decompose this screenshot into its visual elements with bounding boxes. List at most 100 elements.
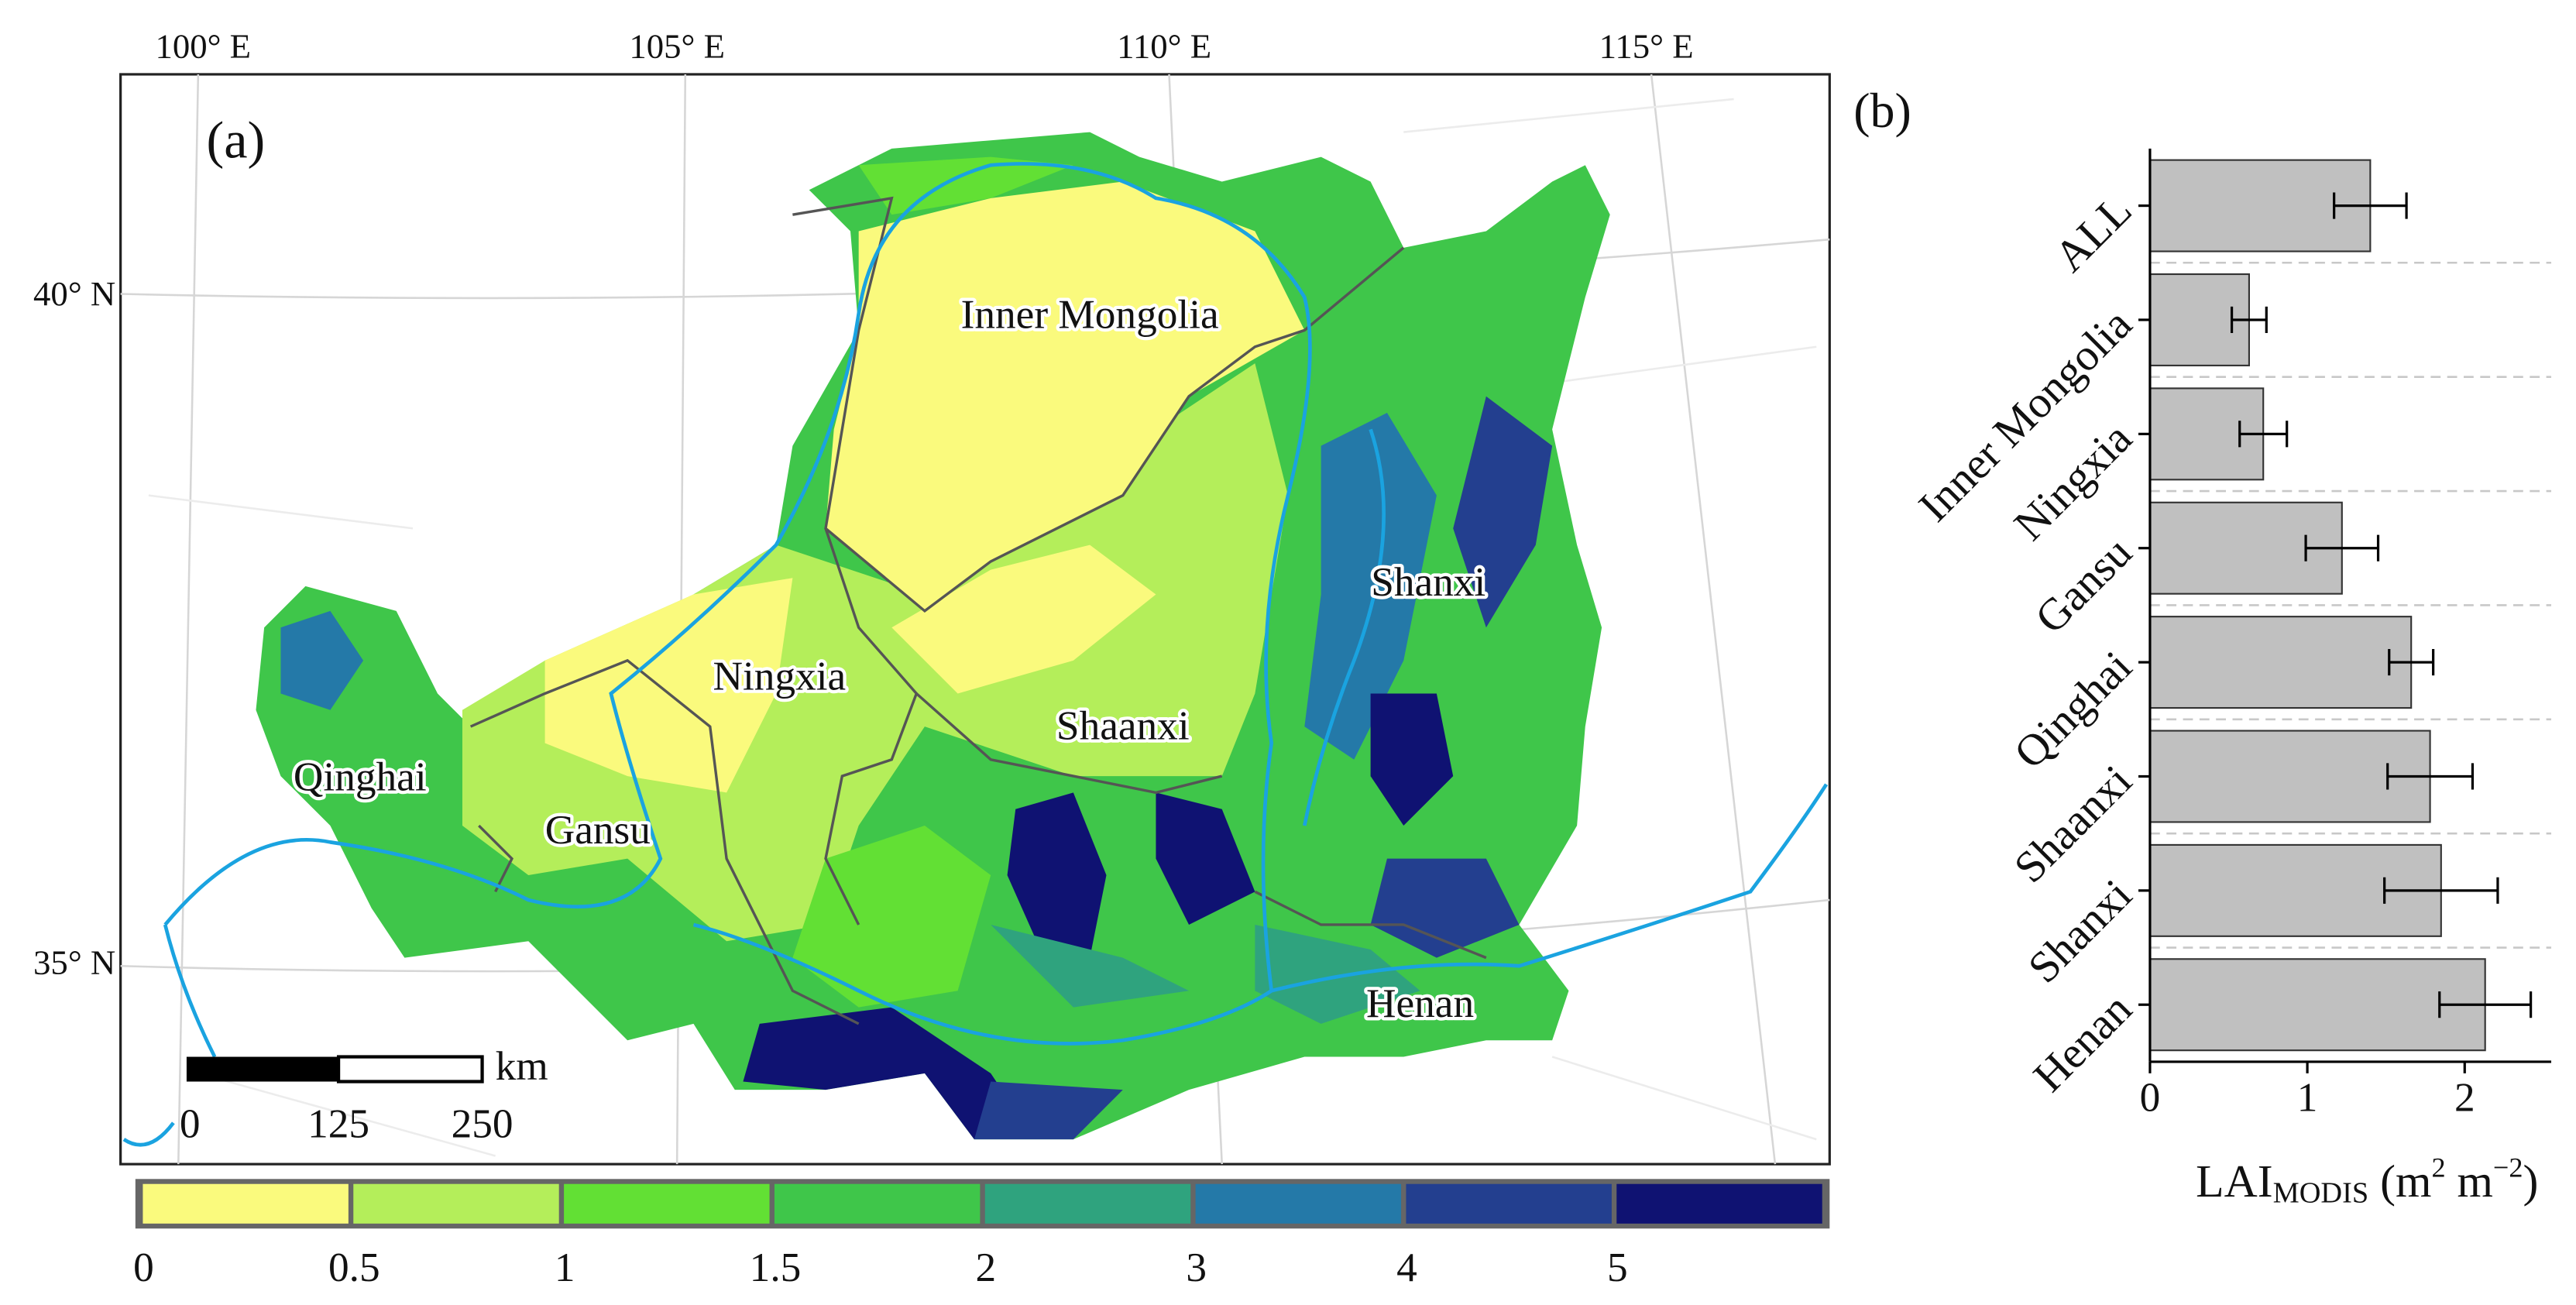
y-tick-label: ALL bbox=[2045, 186, 2142, 282]
colorbar-swatch bbox=[984, 1183, 1191, 1224]
lai-patch bbox=[1255, 924, 1420, 1024]
lat-label: 35° N bbox=[33, 943, 115, 982]
lai-patch bbox=[1156, 792, 1255, 925]
colorbar: 0 0.5 1 1.5 2 3 4 5 bbox=[133, 1179, 1830, 1290]
x-tick-label: 2 bbox=[2454, 1074, 2475, 1120]
x-axis-label-part: 2 bbox=[2431, 1152, 2445, 1183]
border-line bbox=[148, 98, 1817, 1157]
river bbox=[163, 162, 1312, 1046]
error-bar-line bbox=[2333, 192, 2408, 219]
river bbox=[163, 924, 217, 1058]
error-bar-line bbox=[2238, 421, 2289, 448]
colorbar-swatch bbox=[353, 1183, 559, 1224]
scale-bar bbox=[336, 1055, 484, 1083]
scale-label: 250 bbox=[452, 1101, 513, 1146]
error-bar bbox=[2230, 306, 2268, 334]
region-label: Qinghai bbox=[294, 754, 427, 800]
lon-label: 105° E bbox=[629, 26, 725, 65]
colorbar-label: 0 bbox=[133, 1245, 154, 1290]
lai-patch bbox=[1453, 396, 1553, 628]
colorbar-label: 3 bbox=[1186, 1245, 1207, 1290]
river bbox=[1303, 428, 1386, 826]
meridian bbox=[1650, 74, 1777, 1165]
lai-patch bbox=[792, 826, 991, 1008]
error-bar-line bbox=[2383, 877, 2499, 904]
colorbar-swatch bbox=[143, 1183, 349, 1224]
scale-bar bbox=[186, 1056, 339, 1082]
x-axis-label-part: LAI bbox=[2196, 1156, 2272, 1207]
region-label: Shanxi bbox=[1371, 559, 1485, 605]
error-bar-line bbox=[2388, 649, 2435, 676]
scale-label: 125 bbox=[307, 1101, 369, 1146]
error-bar bbox=[2388, 649, 2435, 676]
river bbox=[1271, 783, 1829, 993]
x-axis-label-part: −2 bbox=[2493, 1152, 2523, 1183]
error-bar-line bbox=[2230, 306, 2268, 334]
lai-patch bbox=[1304, 413, 1437, 760]
border bbox=[792, 196, 1405, 613]
colorbar-label: 1.5 bbox=[750, 1245, 802, 1290]
region-label: Inner Mongolia bbox=[961, 292, 1219, 338]
border bbox=[824, 527, 919, 926]
x-axis-label: LAIMODIS (m2 m−2) bbox=[2196, 1152, 2538, 1209]
colorbar-label: 0.5 bbox=[328, 1245, 380, 1290]
bar bbox=[2148, 730, 2431, 823]
x-axis-label-part: MODIS bbox=[2273, 1176, 2369, 1209]
border bbox=[478, 824, 514, 893]
lai-patch bbox=[991, 924, 1190, 1008]
lai-patch bbox=[544, 578, 793, 793]
lai-patch bbox=[891, 544, 1156, 694]
colorbar-label: 1 bbox=[555, 1245, 575, 1290]
lai-patch bbox=[1370, 858, 1520, 958]
map-panel: (a) 100° E 105° E 110° E 115° E 40° N 35… bbox=[33, 26, 1831, 1290]
lon-label: 115° E bbox=[1599, 26, 1694, 65]
colorbar-label: 4 bbox=[1396, 1245, 1417, 1290]
x-tick-label: 0 bbox=[2140, 1074, 2161, 1120]
lai-grid bbox=[256, 132, 1610, 1140]
region-label: Ningxia bbox=[713, 654, 846, 699]
lai-patch bbox=[826, 181, 1305, 611]
lat-label: 40° N bbox=[33, 274, 115, 313]
x-axis-label-part: (m bbox=[2368, 1156, 2431, 1207]
error-bar bbox=[2438, 991, 2533, 1018]
error-bar bbox=[2386, 763, 2475, 790]
border bbox=[915, 692, 1223, 795]
colorbar-swatch bbox=[1406, 1183, 1612, 1224]
panel-label: (b) bbox=[1853, 83, 1911, 138]
colorbar-swatch bbox=[1195, 1183, 1402, 1224]
error-bar bbox=[2333, 192, 2408, 219]
x-axis-label-part: ) bbox=[2523, 1156, 2539, 1207]
lon-label: 100° E bbox=[155, 26, 251, 65]
y-tick-label: Henan bbox=[2025, 984, 2142, 1101]
x-tick-label: 1 bbox=[2297, 1074, 2318, 1120]
lai-patch bbox=[743, 1007, 1024, 1140]
error-bar bbox=[2383, 877, 2499, 904]
lai-patch bbox=[858, 156, 1073, 215]
error-bar-line bbox=[2304, 534, 2380, 561]
scale-unit: km bbox=[496, 1043, 548, 1089]
lon-label: 110° E bbox=[1117, 26, 1211, 65]
border bbox=[1254, 890, 1487, 960]
river bbox=[122, 1121, 175, 1147]
bar bbox=[2148, 958, 2486, 1052]
region-label: Gansu bbox=[545, 807, 651, 853]
y-tick-label: Qinghai bbox=[2005, 642, 2142, 778]
lai-patch bbox=[974, 1081, 1123, 1140]
colorbar-label: 2 bbox=[976, 1245, 997, 1290]
scale-label: 0 bbox=[180, 1101, 201, 1146]
lai-patch bbox=[1370, 693, 1454, 826]
error-bar bbox=[2304, 534, 2380, 561]
lai-patch bbox=[1007, 792, 1107, 958]
panel-label: (a) bbox=[207, 110, 266, 169]
colorbar-swatch bbox=[774, 1183, 981, 1224]
rivers bbox=[122, 162, 1829, 1147]
colorbar-label: 5 bbox=[1607, 1245, 1628, 1290]
y-tick-label: Shaanxi bbox=[2005, 756, 2142, 892]
province-borders bbox=[469, 196, 1487, 1025]
region-label: Henan bbox=[1366, 980, 1474, 1026]
region-label: Shaanxi bbox=[1056, 703, 1190, 749]
error-bar-line bbox=[2438, 991, 2533, 1018]
